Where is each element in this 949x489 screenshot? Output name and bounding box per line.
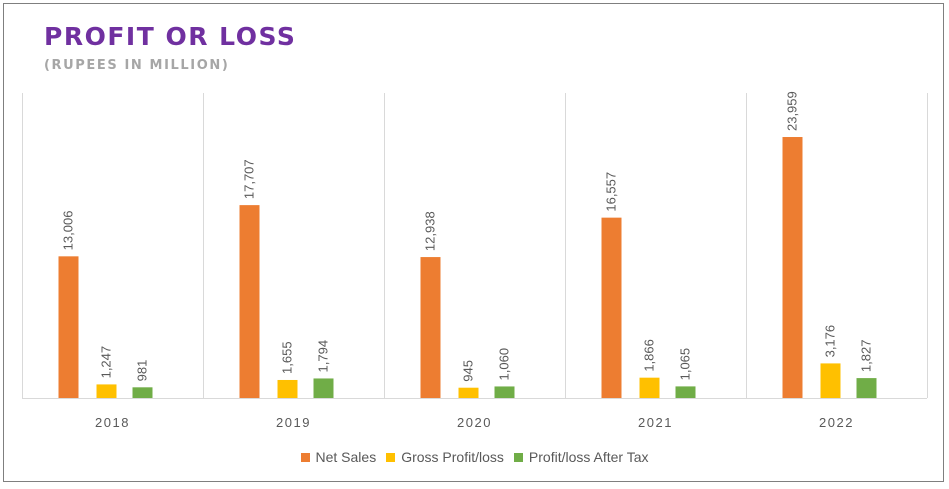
x-tick-label: 2022	[819, 415, 854, 430]
chart-title: PROFIT OR LOSS	[44, 22, 297, 51]
data-label: 1,794	[316, 340, 331, 373]
bar-profit-loss-after-tax-2021	[675, 386, 696, 398]
data-label: 1,827	[859, 340, 874, 373]
legend-swatch	[386, 453, 396, 462]
data-label: 945	[461, 360, 476, 382]
bar-gross-profit-loss-2020	[458, 387, 479, 398]
data-label: 12,938	[423, 211, 438, 251]
bar-net-sales-2018	[58, 256, 79, 398]
data-label: 23,959	[785, 91, 800, 131]
legend-label: Gross Profit/loss	[401, 449, 504, 465]
bar-gross-profit-loss-2021	[639, 377, 660, 398]
data-label: 13,006	[61, 211, 76, 251]
x-tick-label: 2019	[276, 415, 311, 430]
bar-profit-loss-after-tax-2018	[132, 387, 153, 398]
legend-swatch	[513, 453, 523, 462]
data-label: 17,707	[242, 159, 257, 199]
data-label: 1,655	[280, 341, 295, 374]
bar-gross-profit-loss-2022	[820, 363, 841, 398]
bar-profit-loss-after-tax-2022	[856, 378, 877, 398]
data-label: 1,060	[497, 348, 512, 381]
bar-profit-loss-after-tax-2020	[494, 386, 515, 398]
x-tick-label: 2020	[457, 415, 492, 430]
bar-net-sales-2020	[420, 257, 441, 398]
x-tick-label: 2021	[638, 415, 673, 430]
chart-subtitle: (RUPEES IN MILLION)	[44, 58, 230, 73]
legend-item: Net Sales	[300, 449, 377, 465]
x-tick-label: 2018	[95, 415, 130, 430]
bar-net-sales-2022	[782, 137, 803, 398]
data-label: 3,176	[823, 325, 838, 358]
data-label: 1,866	[642, 339, 657, 372]
legend-swatch	[300, 453, 310, 462]
bar-gross-profit-loss-2018	[96, 384, 117, 398]
bar-net-sales-2021	[601, 217, 622, 398]
data-label: 1,247	[99, 346, 114, 379]
bar-net-sales-2019	[239, 205, 260, 398]
data-label: 981	[135, 360, 150, 382]
legend-label: Profit/loss After Tax	[528, 449, 649, 465]
bar-gross-profit-loss-2019	[277, 379, 298, 398]
legend-item: Profit/loss After Tax	[513, 449, 649, 465]
chart-legend: Net Sales Gross Profit/loss Profit/loss Af…	[0, 449, 949, 465]
legend-label: Net Sales	[315, 449, 377, 465]
bar-profit-loss-after-tax-2019	[313, 378, 334, 398]
data-label: 16,557	[604, 172, 619, 212]
legend-item: Gross Profit/loss	[386, 449, 504, 465]
data-label: 1,065	[678, 348, 693, 381]
